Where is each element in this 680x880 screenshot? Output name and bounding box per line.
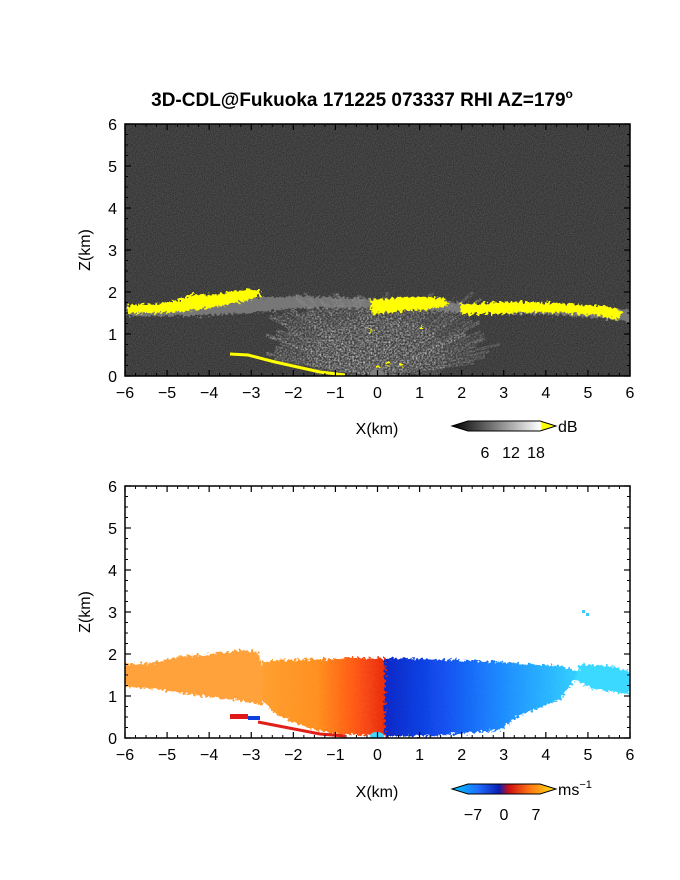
x-tick-label: 1	[415, 385, 424, 402]
cloud-base-gray	[125, 296, 630, 322]
x-tick-label: −2	[284, 385, 302, 402]
y-tick-label: 5	[108, 159, 117, 176]
colorbar-tick-label: 7	[532, 807, 541, 824]
y-tick-label: 1	[108, 689, 117, 706]
y-tick-label: 3	[108, 243, 117, 260]
bottom-colorbar: ms−1 −7 0 7	[450, 779, 592, 824]
y-tick-label: 0	[108, 731, 117, 748]
y-tick-label: 6	[108, 117, 117, 134]
x-tick-label: 3	[499, 747, 508, 764]
colorbar-gray	[450, 420, 558, 432]
yellow-echo-speck	[420, 326, 423, 329]
x-tick-label: 4	[541, 385, 550, 402]
ground-clutter-line	[229, 352, 346, 376]
x-tick-label: −3	[242, 385, 260, 402]
yellow-echo-speck	[400, 364, 403, 367]
x-tick-label: −2	[284, 747, 302, 764]
x-tick-label: 5	[583, 747, 592, 764]
colorbar-tick-label: 18	[527, 445, 545, 462]
echo-core	[307, 316, 447, 376]
y-tick-label: 2	[108, 285, 117, 302]
colorbar-tick-label: 12	[502, 445, 520, 462]
clutter-red	[230, 714, 248, 719]
top-y-axis-label: Z(km)	[77, 229, 94, 271]
x-tick-label: 0	[373, 385, 382, 402]
yellow-echo-patch	[370, 297, 448, 314]
x-tick-label: 3	[499, 385, 508, 402]
y-tick-label: 4	[108, 201, 117, 218]
yellow-echo-patch	[127, 289, 262, 313]
colorbar-unit-db: dB	[558, 419, 578, 436]
bottom-x-axis-label: X(km)	[356, 784, 399, 801]
x-tick-label: −1	[326, 385, 344, 402]
isolated-echo	[586, 613, 589, 616]
colorbar-tick-label: −7	[464, 807, 482, 824]
top-x-axis-label: X(km)	[356, 421, 399, 438]
x-tick-label: 2	[457, 747, 466, 764]
positive-velocity-far	[125, 650, 265, 705]
velocity-field	[125, 650, 630, 736]
x-tick-label: −3	[242, 747, 260, 764]
x-tick-label: 5	[583, 385, 592, 402]
yellow-echo-speck	[377, 366, 380, 369]
top-plot-area	[125, 124, 630, 376]
colorbar-velocity	[450, 783, 558, 795]
bottom-y-axis-label: Z(km)	[77, 591, 94, 633]
yellow-echo-speck	[387, 362, 390, 365]
x-tick-label: −4	[200, 747, 218, 764]
y-tick-label: 4	[108, 563, 117, 580]
x-tick-label: 6	[626, 385, 635, 402]
isolated-echo	[582, 610, 585, 613]
chart-title: 3D-CDL@Fukuoka 171225 073337 RHI AZ=179o	[151, 87, 573, 111]
x-tick-label: 1	[415, 747, 424, 764]
clutter-blue	[248, 716, 260, 720]
x-tick-label: −1	[326, 747, 344, 764]
x-tick-label: −6	[116, 385, 134, 402]
colorbar-tick-label: 6	[481, 445, 490, 462]
cloud-layer-top	[125, 296, 630, 322]
x-tick-label: 4	[541, 747, 550, 764]
y-tick-label: 1	[108, 327, 117, 344]
colorbar-tick-label: 0	[500, 807, 509, 824]
bottom-plot-area	[125, 486, 630, 738]
y-tick-label: 6	[108, 479, 117, 496]
top-colorbar: dB 6 12 18	[450, 419, 578, 462]
bottom-axes: −6 −5 −4 −3 −2 −1 0 1 2 3 4 5 6 0 1 2 3 4 5 6	[108, 479, 634, 764]
negative-velocity-far	[575, 664, 630, 694]
high-echo-regions	[127, 289, 622, 369]
positive-velocity-region	[262, 658, 386, 736]
yellow-echo-patch	[460, 302, 622, 320]
y-tick-label: 0	[108, 369, 117, 386]
top-axes: −6 −5 −4 −3 −2 −1 0 1 2 3 4 5 6 0 1 2 3 4 5 6	[108, 117, 634, 402]
x-tick-label: −6	[116, 747, 134, 764]
x-tick-label: 2	[457, 385, 466, 402]
x-tick-label: −5	[158, 385, 176, 402]
echo-fan	[265, 290, 501, 376]
clutter-line	[257, 720, 346, 738]
x-tick-label: −5	[158, 747, 176, 764]
x-tick-label: 0	[373, 747, 382, 764]
x-tick-label: −4	[200, 385, 218, 402]
negative-velocity-region	[385, 658, 580, 736]
colorbar-unit-ms: ms−1	[558, 779, 592, 799]
yellow-echo-speck	[370, 330, 373, 333]
x-tick-label: 6	[626, 747, 635, 764]
y-tick-label: 5	[108, 521, 117, 538]
y-tick-label: 2	[108, 647, 117, 664]
y-tick-label: 3	[108, 605, 117, 622]
